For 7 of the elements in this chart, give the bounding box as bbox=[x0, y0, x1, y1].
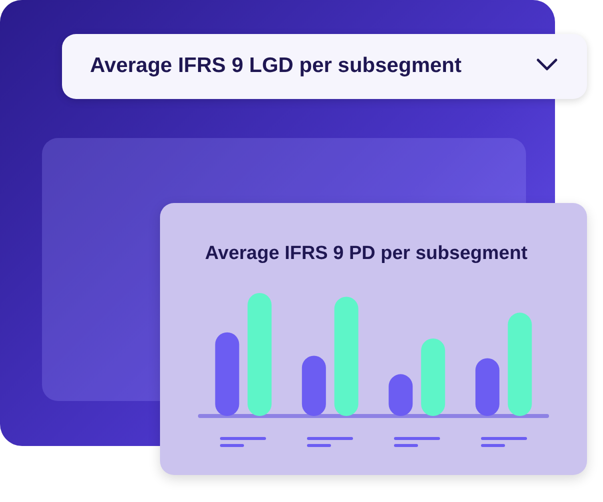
text: Average IFRS 9 LGD per subsegment bbox=[90, 54, 462, 78]
bar bbox=[421, 338, 446, 416]
bar bbox=[334, 296, 358, 416]
chart-title: Average IFRS 9 PD per subsegment bbox=[205, 243, 528, 264]
bar bbox=[248, 293, 272, 416]
bar bbox=[215, 332, 240, 416]
bar bbox=[508, 312, 532, 416]
